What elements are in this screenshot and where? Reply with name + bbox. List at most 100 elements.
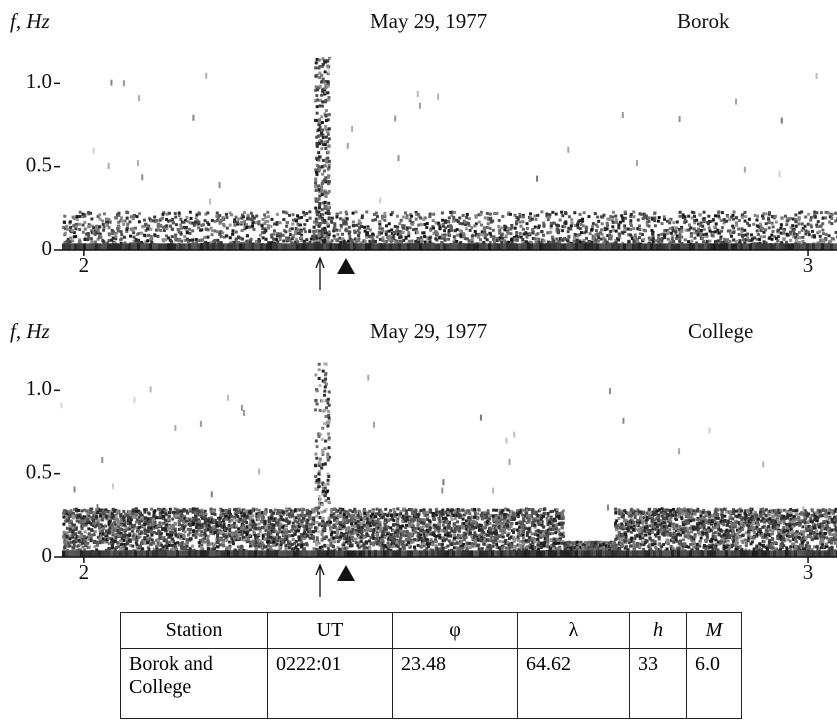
spectrogram-cell	[278, 243, 281, 250]
spectrogram-cell	[167, 550, 170, 557]
spectrogram-cell	[717, 211, 720, 214]
spectrogram-cell	[282, 511, 285, 514]
spectrogram-cell	[559, 219, 562, 222]
spectrogram-cell	[309, 217, 312, 220]
spectrogram-cell	[458, 217, 461, 220]
spectrogram-cell	[801, 236, 804, 239]
spectrogram-cell	[195, 536, 198, 539]
spectrogram-cell	[353, 230, 356, 233]
spectrogram-cell	[315, 230, 318, 233]
spectrogram-cell	[756, 229, 759, 232]
spectrogram-cell	[179, 243, 182, 250]
spectrogram-cell	[566, 243, 569, 250]
spectrogram-cell	[735, 216, 738, 219]
spectrogram-cell	[695, 243, 698, 250]
spectrogram-cell	[670, 240, 673, 243]
spectrogram-cell	[652, 237, 655, 240]
spectrogram-cell	[518, 243, 521, 250]
spectrogram-cell	[88, 546, 91, 549]
spectrogram-cell	[351, 126, 353, 132]
spectrogram-cell	[206, 243, 209, 250]
spectrogram-cell	[254, 243, 257, 250]
spectrogram-cell	[449, 243, 452, 250]
spectrogram-cell	[617, 226, 620, 229]
spectrogram-cell	[479, 243, 482, 250]
spectrogram-cell	[368, 240, 371, 243]
spectrogram-cell	[640, 213, 643, 216]
spectrogram-cell	[119, 527, 122, 530]
spectrogram-cell	[86, 238, 89, 241]
spectrogram-cell	[614, 215, 617, 218]
spectrogram-cell	[735, 99, 737, 105]
spectrogram-cell	[527, 243, 530, 250]
spectrogram-cell	[761, 227, 764, 230]
spectrogram-cell	[551, 211, 554, 214]
spectrogram-cell	[695, 219, 698, 222]
spectrogram-cell	[326, 157, 329, 160]
spectrogram-cell	[164, 530, 167, 533]
spectrogram-cell	[554, 243, 557, 250]
spectrogram-cell	[129, 540, 132, 543]
spectrogram-cell	[207, 236, 210, 239]
spectrogram-cell	[276, 512, 279, 515]
spectrogram-cell	[374, 218, 377, 221]
spectrogram-cell	[293, 243, 296, 250]
spectrogram-cell	[269, 509, 272, 512]
spectrogram-cell	[322, 136, 325, 139]
spectrogram-cell	[119, 238, 122, 241]
spectrogram-cell	[328, 57, 331, 60]
spectrogram-cell	[374, 243, 377, 250]
spectrogram-cell	[321, 233, 324, 236]
spectrogram-cell	[194, 512, 197, 515]
spectrogram-cell	[776, 243, 779, 250]
station-name: College	[688, 319, 753, 343]
spectrogram-cell	[324, 100, 327, 103]
spectrogram-cell	[672, 240, 675, 243]
spectrogram-cell	[131, 530, 134, 533]
spectrogram-cell	[209, 550, 212, 557]
spectrogram-cell	[638, 243, 641, 250]
spectrogram-cell	[318, 198, 321, 201]
spectrogram-cell	[123, 523, 126, 526]
spectrogram-cell	[70, 520, 73, 523]
spectrogram-cell	[827, 212, 830, 215]
spectrogram-cell	[228, 546, 231, 549]
spectrogram-cell	[648, 216, 651, 219]
spectrogram-cell	[308, 243, 311, 250]
spectrogram-cell	[211, 219, 214, 222]
spectrogram-cell	[622, 112, 624, 118]
spectrogram-cell	[478, 221, 481, 224]
spectrogram-cell	[580, 231, 583, 234]
spectrogram-cell	[437, 243, 440, 250]
spectrogram-cell	[328, 68, 330, 74]
spectrogram-cell	[422, 218, 425, 221]
spectrogram-cell	[170, 550, 173, 557]
spectrogram-cell	[656, 243, 659, 250]
spectrogram-cell	[233, 550, 236, 557]
spectrogram-cell	[483, 228, 486, 231]
spectrogram-cell	[700, 221, 703, 224]
spectrogram-cell	[147, 225, 150, 228]
spectrogram-cell	[632, 227, 635, 230]
spectrogram-cell	[542, 225, 545, 228]
spectrogram-cell	[383, 215, 386, 218]
spectrogram-cell	[699, 213, 702, 216]
spectrogram-cell	[741, 235, 744, 238]
spectrogram-cell	[776, 229, 779, 232]
spectrogram-cell	[203, 243, 206, 250]
spectrogram-cell	[489, 232, 492, 235]
spectrogram-cell	[585, 237, 588, 240]
spectrogram-cell	[111, 232, 114, 235]
spectrogram-cell	[93, 148, 95, 154]
spectrogram-cell	[345, 211, 348, 214]
spectrogram-cell	[732, 231, 735, 234]
spectrogram-cell	[251, 509, 254, 512]
spectrogram-cell	[90, 528, 93, 531]
spectrogram-cell	[397, 155, 399, 161]
spectrogram-cell	[716, 243, 719, 250]
spectrogram-cell	[719, 238, 722, 241]
spectrogram-cell	[746, 243, 749, 250]
spectrogram-cell	[328, 160, 331, 163]
spectrogram-cell	[597, 240, 600, 243]
spectrogram-cell	[302, 243, 305, 250]
